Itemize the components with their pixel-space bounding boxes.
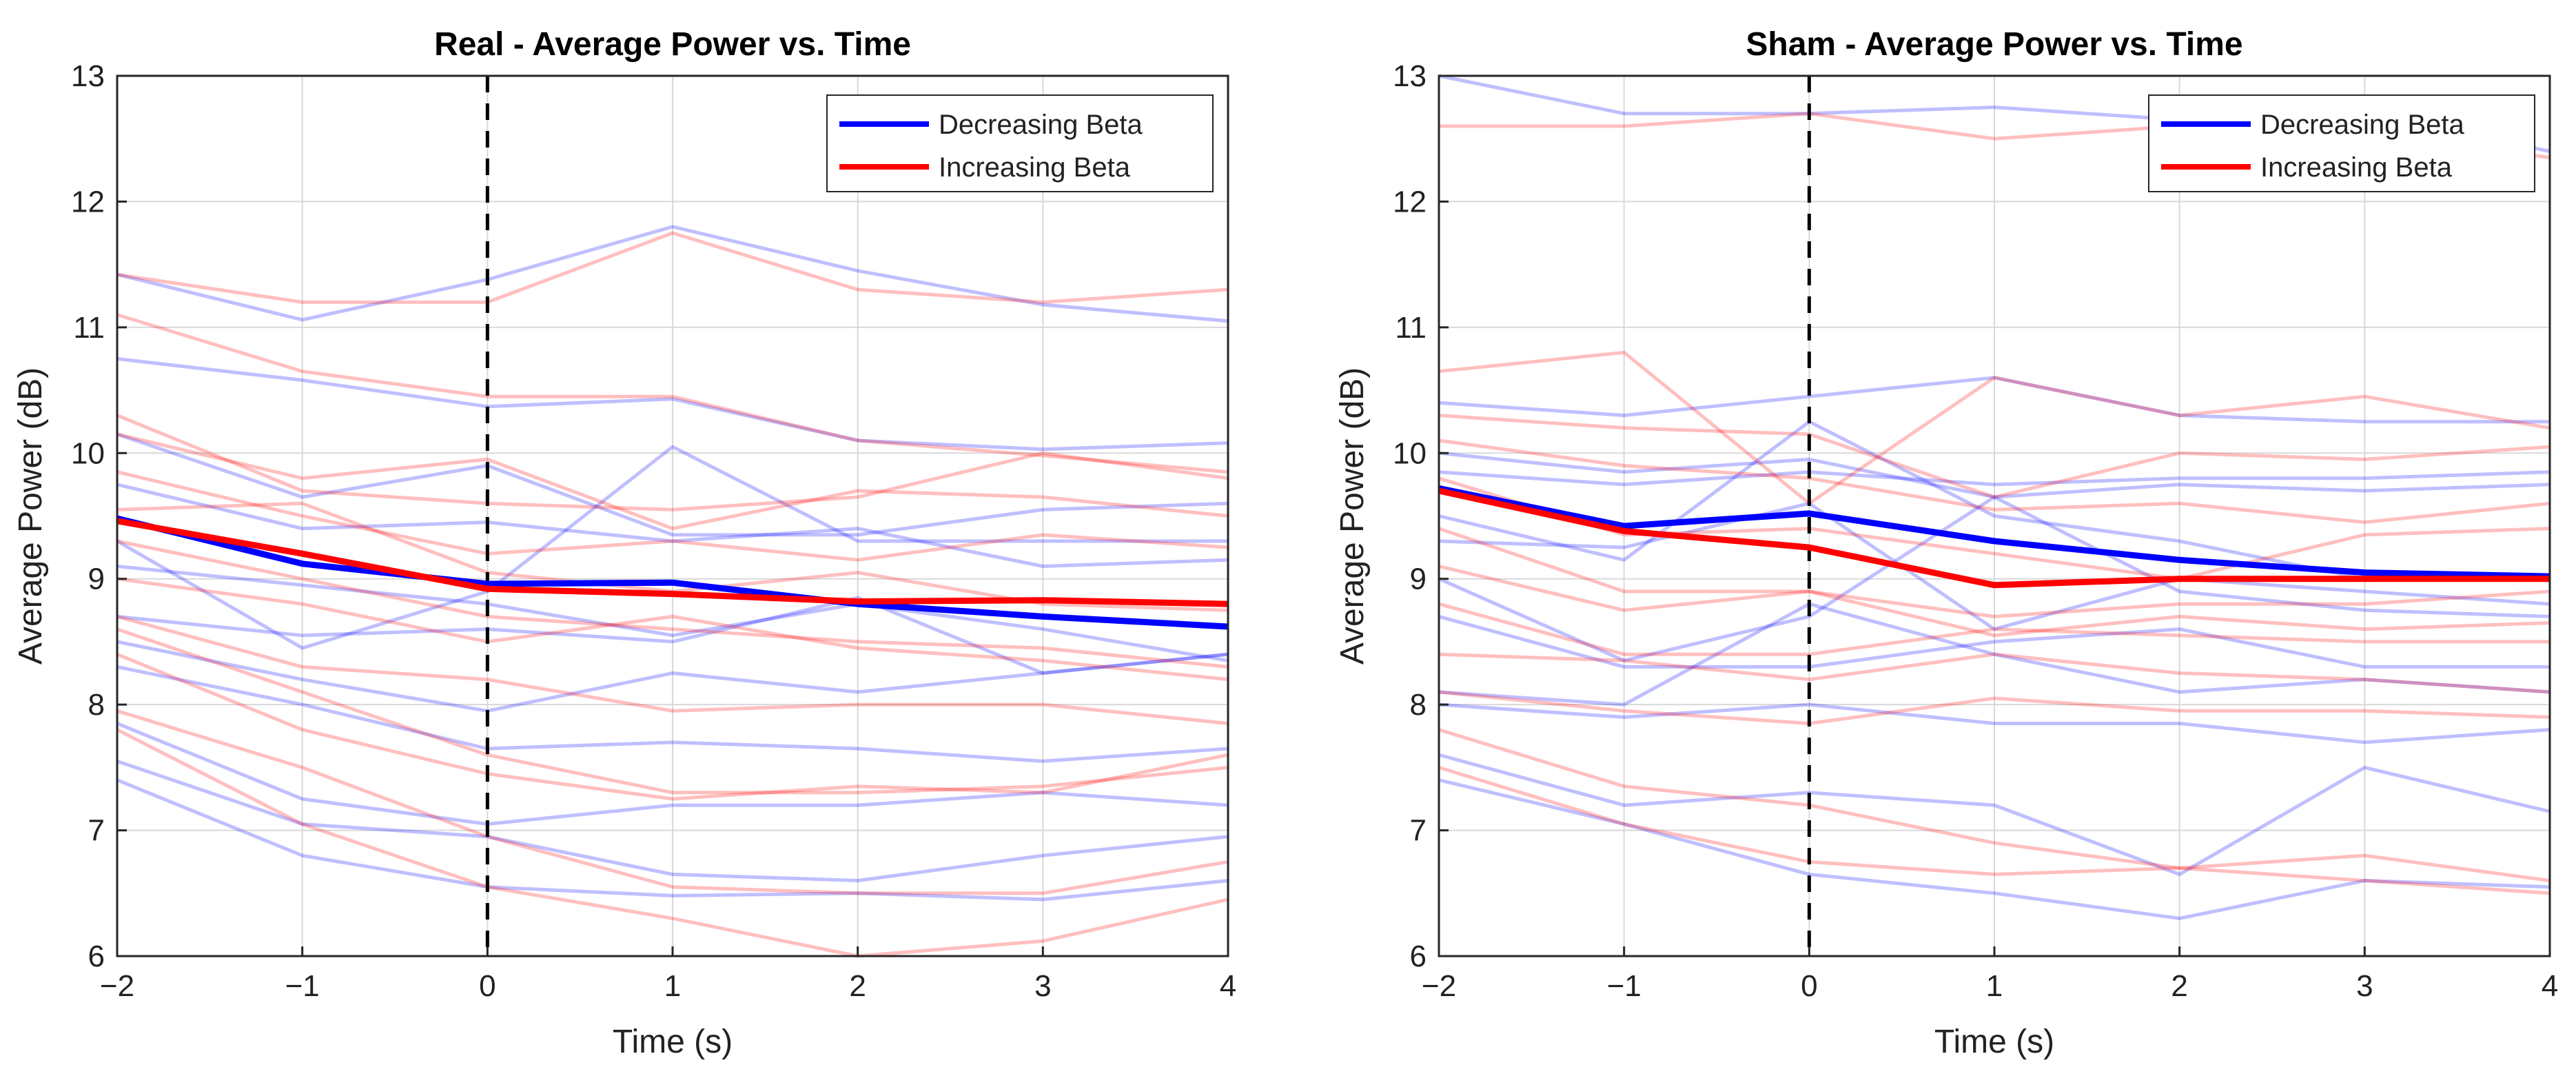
- real-x-axis-label: Time (s): [613, 1024, 733, 1060]
- real-series-decreasing-5: [116, 565, 1229, 662]
- real-series-increasing-13: [116, 313, 1229, 474]
- real-series-increasing-15: [116, 432, 1229, 531]
- real-series-decreasing-0: [116, 225, 1229, 323]
- sham-x-axis-label: Time (s): [1934, 1024, 2054, 1060]
- sham-xtick-label-3: 1: [1986, 969, 2003, 1003]
- real-xtick-label-0: −2: [100, 969, 134, 1003]
- real-legend-label-increasing: Increasing Beta: [939, 152, 1131, 183]
- real-xtick-label-2: 0: [479, 969, 495, 1003]
- real-series-increasing-14: [116, 414, 1229, 511]
- real-series-decreasing-6: [116, 596, 1229, 675]
- sham-series-increasing-15: [1438, 438, 2551, 525]
- real-ytick-label-1: 7: [88, 814, 105, 848]
- real-series-decreasing-4: [116, 445, 1228, 650]
- sham-ytick-label-0: 6: [1410, 940, 1427, 973]
- real-series-increasing-16: [116, 470, 1229, 562]
- real-mean-increasing-line: [116, 518, 1229, 607]
- sham-legend-label-decreasing: Decreasing Beta: [2260, 110, 2464, 140]
- sham-series-increasing-20: [1438, 652, 2551, 694]
- real-chart-title: Real - Average Power vs. Time: [434, 26, 911, 63]
- sham-legend-box: [2148, 94, 2535, 192]
- sham-series-decreasing-2: [1438, 451, 2551, 499]
- real-xtick-label-3: 1: [664, 969, 681, 1003]
- sham-series-decreasing-10: [1438, 753, 2551, 876]
- sham-series-decreasing-11: [1438, 778, 2551, 920]
- sham-y-axis-label: Average Power (dB): [1334, 367, 1371, 665]
- sham-series-decreasing-6: [1438, 495, 2551, 662]
- real-legend-label-decreasing: Decreasing Beta: [939, 110, 1143, 140]
- sham-series-increasing-23: [1438, 766, 2551, 895]
- sham-series-decreasing-7: [1438, 614, 2550, 669]
- real-ytick-label-4: 10: [71, 436, 105, 470]
- real-series-decreasing-8: [116, 665, 1229, 763]
- real-series-increasing-18: [116, 539, 1229, 669]
- real-series-increasing-22: [116, 652, 1229, 801]
- sham-series-increasing-19: [1438, 602, 2550, 656]
- real-ytick-label-0: 6: [88, 940, 105, 973]
- sham-series-decreasing-3: [1438, 470, 2551, 487]
- sham-ytick-label-5: 11: [1395, 311, 1427, 345]
- real-xtick-label-4: 2: [849, 969, 866, 1003]
- real-y-axis-label: Average Power (dB): [12, 367, 49, 665]
- sham-legend: Decreasing Beta Increasing Beta: [2148, 94, 2535, 192]
- real-xtick-label-6: 4: [1220, 969, 1236, 1003]
- sham-series-decreasing-8: [1438, 602, 2551, 707]
- sham-ytick-label-7: 13: [1393, 59, 1427, 93]
- sham-series-decreasing-9: [1438, 702, 2551, 744]
- real-series-decreasing-2: [116, 432, 1229, 537]
- real-series-decreasing-10: [116, 759, 1229, 882]
- sham-xtick-label-0: −2: [1422, 969, 1456, 1003]
- sham-xtick-label-1: −1: [1607, 969, 1642, 1003]
- sham-series-decreasing-1: [1438, 376, 2550, 424]
- sham-chart-title: Sham - Average Power vs. Time: [1746, 26, 2242, 63]
- sham-mean-increasing-line: [1438, 487, 2550, 589]
- sham-series-increasing-22: [1438, 728, 2551, 882]
- sham-ytick-label-2: 8: [1410, 688, 1427, 722]
- sham-series-increasing-18: [1438, 565, 2551, 638]
- real-series-decreasing-3: [116, 483, 1229, 568]
- real-series-decreasing-1: [116, 357, 1229, 452]
- sham-xtick-label-5: 3: [2356, 969, 2373, 1003]
- real-ytick-label-6: 12: [71, 185, 105, 219]
- real-series-increasing-23: [116, 709, 1229, 895]
- real-series-increasing-12: [116, 231, 1229, 304]
- real-series-increasing-19: [116, 577, 1229, 682]
- sham-xtick-label-4: 2: [2171, 969, 2187, 1003]
- real-ytick-label-5: 11: [73, 311, 105, 345]
- sham-series-increasing-21: [1438, 690, 2551, 725]
- sham-series-increasing-17: [1438, 527, 2551, 618]
- real-series-decreasing-11: [116, 778, 1229, 902]
- real-series-decreasing-9: [116, 722, 1229, 826]
- sham-xtick-label-2: 0: [1801, 969, 1817, 1003]
- real-ytick-label-7: 13: [71, 59, 105, 93]
- real-series-increasing-21: [116, 627, 1229, 795]
- real-series-increasing-20: [116, 614, 1229, 725]
- sham-xtick-label-6: 4: [2542, 969, 2558, 1003]
- real-xtick-label-1: −1: [285, 969, 320, 1003]
- real-xtick-label-5: 3: [1034, 969, 1051, 1003]
- real-series-decreasing-7: [116, 640, 1229, 713]
- sham-ytick-label-6: 12: [1393, 185, 1427, 219]
- real-mean-decreasing-line: [116, 515, 1229, 630]
- real-series-increasing-24: [116, 728, 1229, 958]
- real-legend-box: [826, 94, 1214, 192]
- sham-series-increasing-16: [1438, 476, 2551, 581]
- sham-series-increasing-13: [1438, 350, 2551, 505]
- sham-ytick-label-3: 9: [1410, 562, 1427, 596]
- sham-mean-decreasing-line: [1438, 485, 2551, 580]
- sham-series-decreasing-5: [1438, 501, 2551, 631]
- sham-ytick-label-1: 7: [1410, 814, 1427, 848]
- sham-ytick-label-4: 10: [1393, 436, 1427, 470]
- sham-series-increasing-14: [1438, 414, 2551, 499]
- real-ytick-label-2: 8: [88, 688, 105, 722]
- sham-legend-label-increasing: Increasing Beta: [2260, 152, 2453, 183]
- real-ytick-label-3: 9: [88, 562, 105, 596]
- real-legend: Decreasing Beta Increasing Beta: [826, 94, 1214, 192]
